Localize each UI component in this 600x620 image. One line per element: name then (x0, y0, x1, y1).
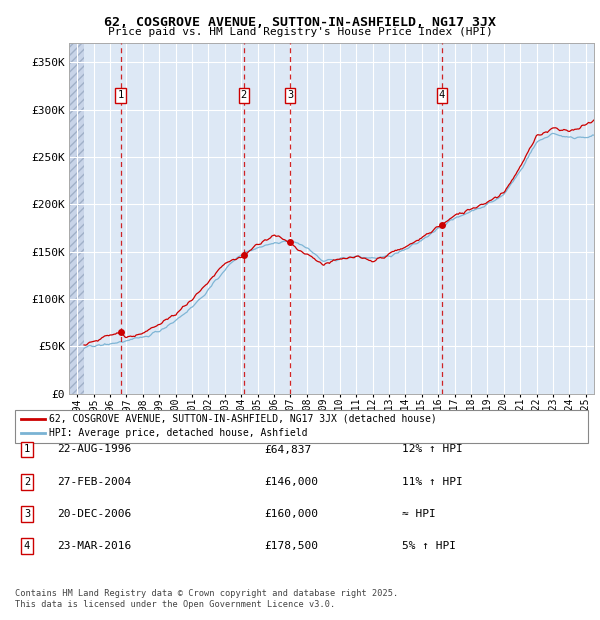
Text: 22-AUG-1996: 22-AUG-1996 (57, 445, 131, 454)
Text: 3: 3 (287, 91, 293, 100)
Text: Contains HM Land Registry data © Crown copyright and database right 2025.
This d: Contains HM Land Registry data © Crown c… (15, 590, 398, 609)
Text: 11% ↑ HPI: 11% ↑ HPI (402, 477, 463, 487)
Text: 20-DEC-2006: 20-DEC-2006 (57, 509, 131, 519)
Text: £146,000: £146,000 (264, 477, 318, 487)
Text: HPI: Average price, detached house, Ashfield: HPI: Average price, detached house, Ashf… (49, 428, 308, 438)
Text: 1: 1 (24, 445, 30, 454)
Text: 5% ↑ HPI: 5% ↑ HPI (402, 541, 456, 551)
Bar (69, 43, 84, 394)
Text: 2: 2 (241, 91, 247, 100)
Text: Price paid vs. HM Land Registry's House Price Index (HPI): Price paid vs. HM Land Registry's House … (107, 27, 493, 37)
Text: 62, COSGROVE AVENUE, SUTTON-IN-ASHFIELD, NG17 3JX: 62, COSGROVE AVENUE, SUTTON-IN-ASHFIELD,… (104, 16, 496, 29)
Text: 4: 4 (24, 541, 30, 551)
Text: ≈ HPI: ≈ HPI (402, 509, 436, 519)
Text: 27-FEB-2004: 27-FEB-2004 (57, 477, 131, 487)
Text: 4: 4 (439, 91, 445, 100)
Text: 3: 3 (24, 509, 30, 519)
Text: £64,837: £64,837 (264, 445, 311, 454)
Text: 1: 1 (118, 91, 124, 100)
Text: £160,000: £160,000 (264, 509, 318, 519)
Text: £178,500: £178,500 (264, 541, 318, 551)
Text: 12% ↑ HPI: 12% ↑ HPI (402, 445, 463, 454)
Text: 62, COSGROVE AVENUE, SUTTON-IN-ASHFIELD, NG17 3JX (detached house): 62, COSGROVE AVENUE, SUTTON-IN-ASHFIELD,… (49, 414, 437, 423)
Text: 23-MAR-2016: 23-MAR-2016 (57, 541, 131, 551)
Text: 2: 2 (24, 477, 30, 487)
